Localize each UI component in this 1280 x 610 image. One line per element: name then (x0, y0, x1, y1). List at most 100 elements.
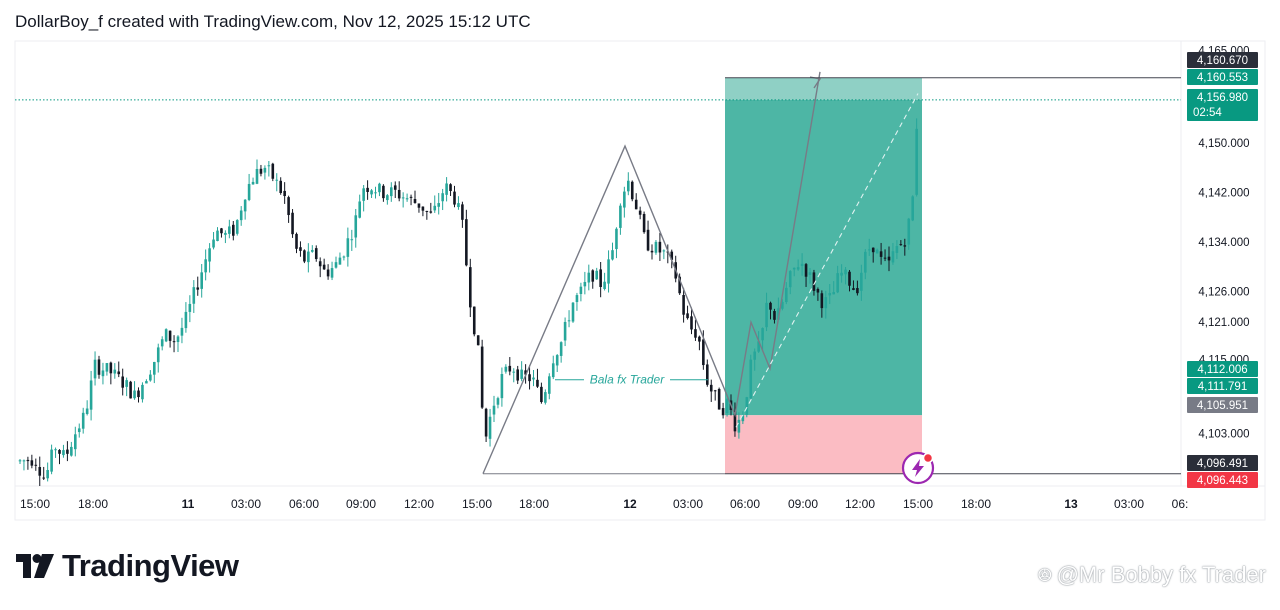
price-tag-label: 4,105.951 (1197, 400, 1248, 412)
x-tick-label: 06: (1172, 497, 1189, 511)
candle-body (682, 294, 685, 315)
candle-body (224, 232, 227, 235)
candle-body (899, 244, 903, 246)
candle-body (844, 269, 847, 275)
candle-body (216, 230, 219, 242)
candle-body (583, 281, 587, 287)
candle-body (800, 263, 804, 266)
candle-body (769, 302, 772, 310)
candle-body (599, 269, 602, 288)
price-tag[interactable]: 4,160.670 (1187, 52, 1258, 68)
candle-body (66, 449, 69, 454)
price-tag[interactable]: 4,111.791 (1187, 378, 1258, 394)
y-tick-label: 4,126.000 (1198, 286, 1249, 298)
price-tag-bg (1187, 361, 1258, 377)
price-tag[interactable]: 4,105.951 (1187, 397, 1258, 413)
candle-body (654, 241, 658, 253)
candle-body (390, 187, 393, 197)
candle-body (362, 188, 365, 201)
x-tick-label: 13 (1064, 497, 1078, 511)
x-tick-label: 12:00 (845, 497, 875, 511)
candle-body (145, 381, 148, 384)
x-tick-label: 11 (182, 497, 195, 511)
price-tag[interactable]: 4,160.553 (1187, 69, 1258, 85)
candle-body (757, 341, 760, 352)
candle-body (551, 363, 555, 378)
candle-body (500, 373, 504, 399)
annotation-label[interactable]: Bala fx Trader (590, 373, 665, 387)
candle-body (405, 198, 409, 200)
chart-canvas[interactable]: Bala fx Trader 4,165.0004,150.0004,142.0… (0, 0, 1280, 540)
candle-body (243, 199, 247, 212)
candle-body (105, 363, 109, 372)
candle-body (871, 247, 875, 253)
candle-body (153, 361, 156, 375)
price-tag[interactable]: 4,112.006 (1187, 361, 1258, 377)
candle-body (860, 272, 863, 291)
candle-body (709, 384, 713, 392)
candle-body (713, 390, 717, 392)
profit-zone-filled (725, 77, 922, 100)
candle-body (267, 165, 271, 167)
candle-body (875, 249, 879, 254)
x-tick-label: 06:00 (289, 497, 319, 511)
candle-body (634, 199, 638, 210)
candle-body (409, 196, 413, 198)
candle-body (571, 302, 575, 322)
candle-body (204, 259, 207, 273)
price-tag[interactable]: 4,156.980 02:54 (1187, 89, 1258, 121)
candle-body (437, 203, 440, 207)
candle-body (338, 257, 342, 265)
candle-body (141, 384, 144, 400)
candle-body (235, 220, 239, 234)
candle-body (433, 205, 437, 211)
candle-body (232, 224, 235, 236)
lightning-icon[interactable] (901, 451, 935, 485)
candle-body (785, 287, 788, 303)
candle-body (354, 215, 358, 238)
candle-body (184, 311, 188, 329)
candle-body (172, 341, 176, 343)
candle-body (867, 249, 871, 251)
candle-body (358, 201, 361, 218)
price-tag-bg (1187, 69, 1258, 85)
x-tick-label: 09:00 (346, 497, 376, 511)
tradingview-logo[interactable]: TradingView (16, 548, 239, 584)
x-tick-label: 06:00 (730, 497, 760, 511)
candle-body (595, 270, 598, 280)
candle-body (58, 449, 61, 454)
plot-frame (14, 40, 1266, 521)
candle-body (563, 321, 567, 341)
candle-body (792, 267, 796, 270)
candle-body (721, 408, 725, 416)
price-tag-label: 4,096.491 (1197, 458, 1248, 470)
price-tag[interactable]: 4,096.491 (1187, 455, 1258, 471)
candle-body (346, 238, 350, 257)
candle-body (160, 339, 164, 347)
logo-wordmark: TradingView (62, 548, 239, 583)
x-tick-label: 15:00 (903, 497, 933, 511)
x-tick-label: 15:00 (462, 497, 492, 511)
candle-body (457, 203, 460, 208)
candle-body (915, 128, 918, 195)
candle-body (619, 205, 622, 228)
candle-body (386, 195, 389, 201)
candle-body (476, 335, 480, 346)
watermark: ꔮ @Mr Bobby fx Trader (1037, 562, 1266, 588)
price-tag-bg (1187, 472, 1258, 488)
candle-body (188, 303, 192, 312)
price-tag-bg (1187, 52, 1258, 68)
candle-body (627, 180, 630, 192)
loss-zone[interactable] (725, 415, 922, 474)
price-tag[interactable]: 4,096.443 (1187, 472, 1258, 488)
candle-body (54, 449, 57, 451)
candle-body (50, 449, 53, 472)
candle-body (417, 203, 421, 208)
candle-body (38, 467, 42, 476)
y-tick-label: 4,150.000 (1198, 138, 1249, 150)
price-tag-bg (1187, 455, 1258, 471)
x-tick-label: 12 (623, 497, 637, 511)
candle-body (176, 336, 180, 343)
candle-body (856, 288, 859, 294)
zigzag-pattern-line[interactable] (482, 71, 821, 474)
